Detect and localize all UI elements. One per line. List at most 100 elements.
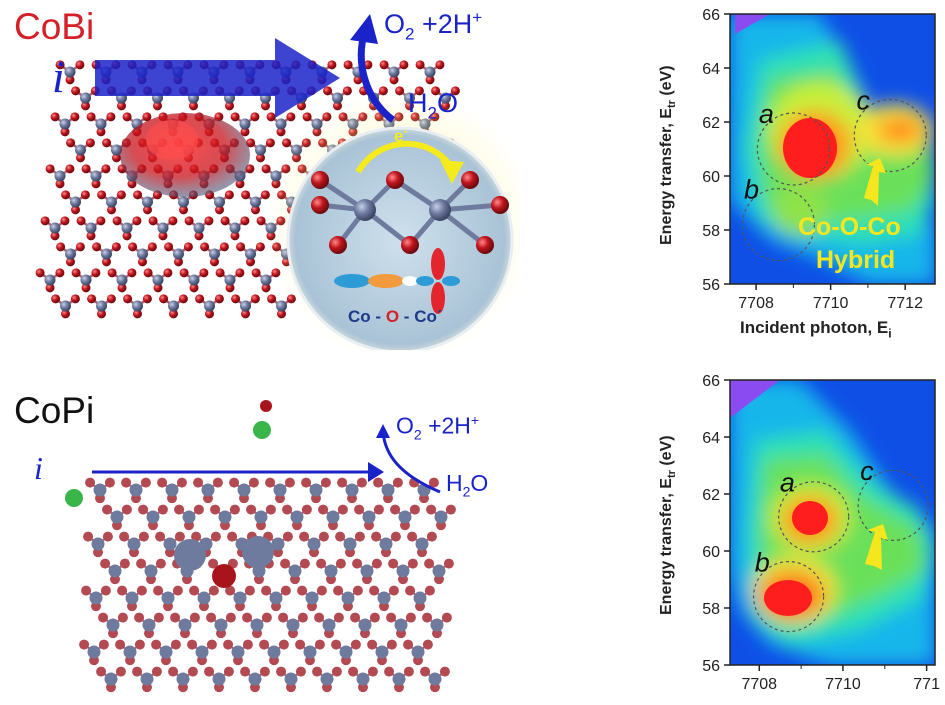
oxygen-atom [241,190,251,200]
oxygen-atom [55,268,65,278]
oxygen-atom [388,585,399,596]
oxygen-atom [170,639,181,650]
cobi-current-symbol: i [52,51,65,102]
copi-reactant-prefix: H [446,470,463,496]
oxygen-atom [122,112,132,122]
oxygen-atom [335,558,346,569]
y-tick-label: 60 [702,544,720,561]
oxygen-atom [35,268,45,278]
cobalt-atom [250,618,264,632]
oxygen-atom [424,585,435,596]
oxygen-atom [265,504,276,515]
oxygen-atom [348,666,359,677]
oxygen-atom [314,612,325,623]
oxygen-atom [183,242,193,252]
oxygen-atom [111,242,121,252]
oxygen-atom [174,531,185,542]
top-annotation-line1: Co-O-Co [798,213,901,241]
oxygen-atom [76,216,86,226]
oxygen-atom [210,504,221,515]
cobalt-atom [307,537,321,551]
oxygen-atom [71,268,81,278]
oxygen-atom [210,257,219,267]
cobalt-atom [434,510,448,524]
copi-current-arrowhead [368,462,384,482]
oxygen-atom [314,639,325,650]
oxygen-atom [153,612,164,623]
oxygen-atom [158,231,168,241]
oxygen-atom [102,504,113,515]
oxygen-atom [333,585,344,596]
oxygen-atom [85,138,95,148]
cobalt-atom [188,274,200,286]
inset-oxygen-atom [401,236,419,254]
oxygen-atom [353,75,363,85]
cobalt-atom [212,672,226,686]
x-tick-label: 7708 [738,295,774,312]
oxygen-atom [369,585,380,596]
oxygen-atom [117,585,128,596]
y-tick-label: 56 [702,277,720,294]
oxygen-atom [331,639,342,650]
oxygen-atom [147,242,157,252]
oxygen-atom [441,612,452,623]
cobalt-atom [142,196,153,208]
cobi-reactant-suffix: O [436,88,458,118]
oxygen-atom [102,138,112,148]
oxygen-atom [229,477,240,488]
oxygen-atom [65,75,75,85]
oxygen-atom [189,612,200,623]
oxygen-atom [245,164,255,174]
oxygen-atom [157,477,168,488]
cobalt-atom [339,645,353,659]
oxygen-atom [106,112,116,122]
oxygen-atom [367,666,378,677]
oxygen-atom [96,666,107,677]
oxygen-atom [189,283,199,293]
oxygen-atom [133,190,143,200]
cobalt-atom [201,483,215,497]
oxygen-atom [163,268,173,278]
cobalt-atom [430,618,444,632]
cobalt-atom [142,618,156,632]
bottom-ylabel-main: Energy transfer, E [658,478,675,615]
oxygen-atom [136,585,147,596]
oxygen-atom [297,101,306,111]
cobalt-atom [286,618,300,632]
oxygen-atom [134,612,145,623]
y-tick-label: 66 [702,7,720,24]
oxygen-atom [251,205,260,215]
oxygen-atom [153,101,162,111]
cobalt-atom [95,118,107,130]
cobalt-atom [377,591,391,605]
oxygen-atom [280,558,291,569]
oxygen-atom [200,242,210,252]
cobalt-atom [209,248,220,260]
oxygen-atom [392,477,403,488]
cobalt-atom [239,118,251,130]
copi-atom-set [65,400,456,693]
oxygen-atom [371,558,382,569]
cobalt-atom [140,672,154,686]
y-tick-label: 62 [702,115,720,132]
copi-structure-panel: CoPi i O2 +2H+ H2O [0,380,520,705]
cobalt-atom [254,510,268,524]
oxygen-atom [140,477,151,488]
oxygen-atom [246,257,255,267]
oxygen-atom [215,268,225,278]
cobalt-atom [245,248,256,260]
oxygen-atom [45,164,55,174]
inset-atom-set [311,171,509,254]
cobalt-atom [275,118,287,130]
oxygen-atom [127,179,137,189]
feature-a-circle [756,112,830,186]
oxygen-atom [223,639,234,650]
cobalt-atom [345,483,359,497]
copi-lattice [65,400,456,693]
oxygen-atom [208,558,219,569]
top-rixs-map: 56 58 60 62 64 66 7708 7710 7712 a b c [702,7,936,312]
oxygen-atom [85,477,96,488]
oxygen-atom [119,558,130,569]
oxygen-atom [405,585,416,596]
cobalt-atom [159,645,173,659]
